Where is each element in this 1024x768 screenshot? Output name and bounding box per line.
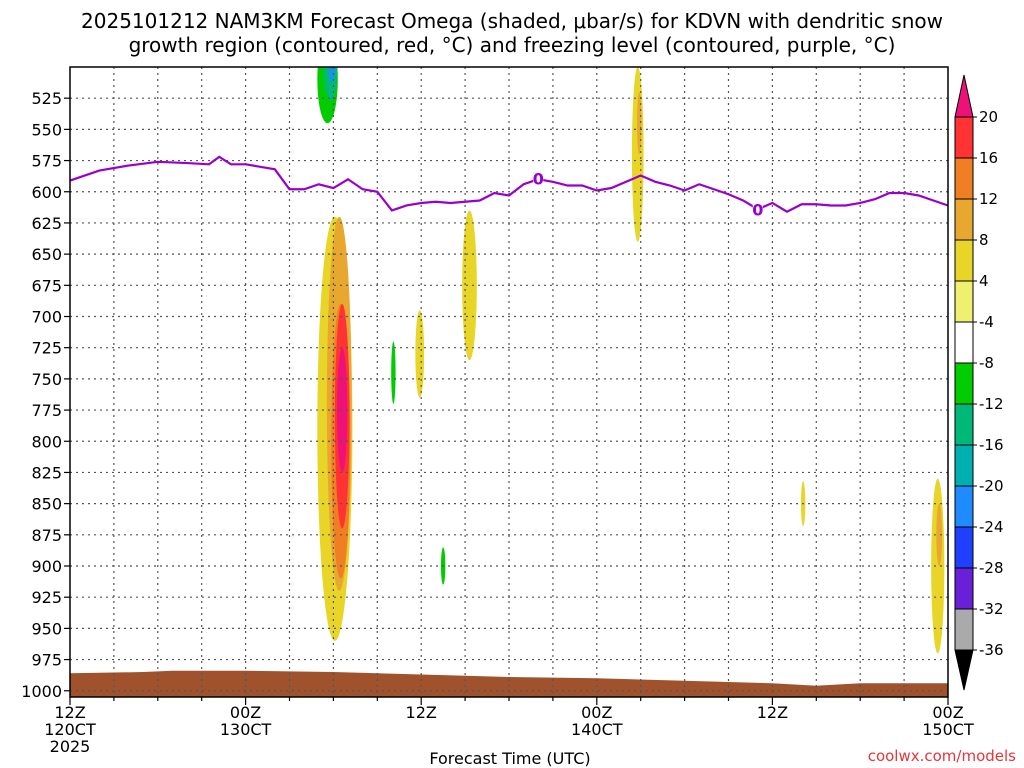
- y-tick-label-700: 700: [31, 308, 62, 327]
- colorbar-label-9: -20: [979, 477, 1004, 495]
- y-tick-label-550: 550: [31, 120, 62, 139]
- omega-region-22: [637, 91, 642, 155]
- x-tick-label-5-line2: 150CT: [922, 720, 974, 739]
- colorbar-bin-2: [954, 198, 974, 241]
- colorbar-top-arrow: [954, 74, 974, 118]
- colorbar-bin-5: [954, 321, 974, 364]
- y-axis: 1000 975 950 925 900 875 850 825 800 775 750 725 700…: [21, 89, 70, 701]
- colorbar-bin-1: [954, 157, 974, 200]
- y-tick-label-625: 625: [31, 214, 62, 233]
- colorbar-bin-0: [954, 116, 974, 159]
- y-tick-label-950: 950: [31, 619, 62, 638]
- colorbar-bin-4: [954, 280, 974, 323]
- colorbar: 20 16 12 8 4 -4 -8 -12 -16 -20 -24 -28 -32 -36: [954, 74, 1004, 691]
- freezing-level-label-0: 0: [533, 169, 544, 188]
- freezing-level-label-1: 0: [752, 200, 763, 219]
- x-tick-label-3-line1: 00Z: [581, 703, 612, 722]
- omega-region-17: [415, 310, 425, 398]
- x-tick-label-1-line2: 130CT: [220, 720, 272, 739]
- omega-region-14: [391, 341, 396, 404]
- colorbar-bin-10: [954, 526, 974, 569]
- y-tick-label-675: 675: [31, 276, 62, 295]
- colorbar-bottom-arrow: [954, 649, 974, 691]
- x-tick-label-0-line3: 2025: [50, 737, 91, 756]
- colorbar-bin-9: [954, 485, 974, 528]
- omega-region-0: [274, 135, 285, 398]
- y-tick-label-650: 650: [31, 245, 62, 264]
- terrain-surface: [70, 670, 948, 697]
- colorbar-label-1: 16: [979, 149, 998, 167]
- y-tick-label-875: 875: [31, 526, 62, 545]
- y-tick-label-850: 850: [31, 495, 62, 514]
- x-tick-label-5-line1: 00Z: [932, 703, 963, 722]
- x-tick-label-3-line2: 140CT: [571, 720, 623, 739]
- x-tick-label-0-line2: 120CT: [44, 720, 96, 739]
- colorbar-label-3: 8: [979, 231, 989, 249]
- omega-region-12: [361, 478, 368, 629]
- colorbar-label-6: -8: [979, 354, 994, 372]
- plot-content: 00: [70, 67, 948, 697]
- y-tick-label-800: 800: [31, 432, 62, 451]
- y-tick-label-1000: 1000: [21, 682, 62, 701]
- colorbar-label-11: -28: [979, 559, 1004, 577]
- colorbar-bin-11: [954, 567, 974, 610]
- y-tick-label-725: 725: [31, 339, 62, 358]
- omega-region-20: [462, 210, 477, 361]
- y-tick-label-975: 975: [31, 651, 62, 670]
- colorbar-label-4: 4: [979, 272, 989, 290]
- omega-region-15: [412, 67, 422, 155]
- colorbar-label-8: -16: [979, 436, 1004, 454]
- omega-region-24: [931, 478, 945, 654]
- colorbar-bin-13: [954, 608, 974, 651]
- x-tick-label-4-line1: 12Z: [757, 703, 788, 722]
- freezing-level-label-bg-0: [533, 171, 544, 187]
- x-tick-label-1-line1: 00Z: [230, 703, 261, 722]
- y-tick-label-575: 575: [31, 152, 62, 171]
- colorbar-label-2: 12: [979, 190, 998, 208]
- x-tick-label-0-line1: 12Z: [54, 703, 85, 722]
- colorbar-label-5: -4: [979, 313, 994, 331]
- y-tick-label-750: 750: [31, 370, 62, 389]
- x-tick-label-2-line1: 12Z: [406, 703, 437, 722]
- y-tick-label-825: 825: [31, 463, 62, 482]
- chart-title-line-1: 2025101212 NAM3KM Forecast Omega (shaded…: [81, 9, 943, 33]
- y-tick-label-525: 525: [31, 89, 62, 108]
- colorbar-label-10: -24: [979, 518, 1004, 536]
- colorbar-label-13: -36: [979, 641, 1004, 659]
- y-tick-label-600: 600: [31, 183, 62, 202]
- colorbar-label-7: -12: [979, 395, 1004, 413]
- y-tick-label-900: 900: [31, 557, 62, 576]
- x-axis-label: Forecast Time (UTC): [429, 749, 590, 768]
- colorbar-label-0: 20: [979, 108, 998, 126]
- omega-region-25: [936, 503, 943, 567]
- colorbar-bin-3: [954, 239, 974, 282]
- colorbar-bin-6: [954, 362, 974, 405]
- colorbar-bin-7: [954, 403, 974, 446]
- omega-region-21: [631, 67, 644, 242]
- colorbar-bin-8: [954, 444, 974, 487]
- credit-text: coolwx.com/models: [868, 747, 1016, 765]
- freezing-level-label-bg-1: [752, 202, 763, 218]
- y-tick-label-925: 925: [31, 588, 62, 607]
- colorbar-label-12: -32: [979, 600, 1004, 618]
- chart-title-line-2: growth region (contoured, red, °C) and f…: [129, 33, 896, 57]
- plot-area: 00: [69, 66, 949, 698]
- omega-region-11: [337, 347, 348, 473]
- omega-region-6: [329, 67, 335, 82]
- y-tick-label-775: 775: [31, 401, 62, 420]
- omega-region-18: [429, 441, 451, 629]
- plot-background: [70, 67, 948, 697]
